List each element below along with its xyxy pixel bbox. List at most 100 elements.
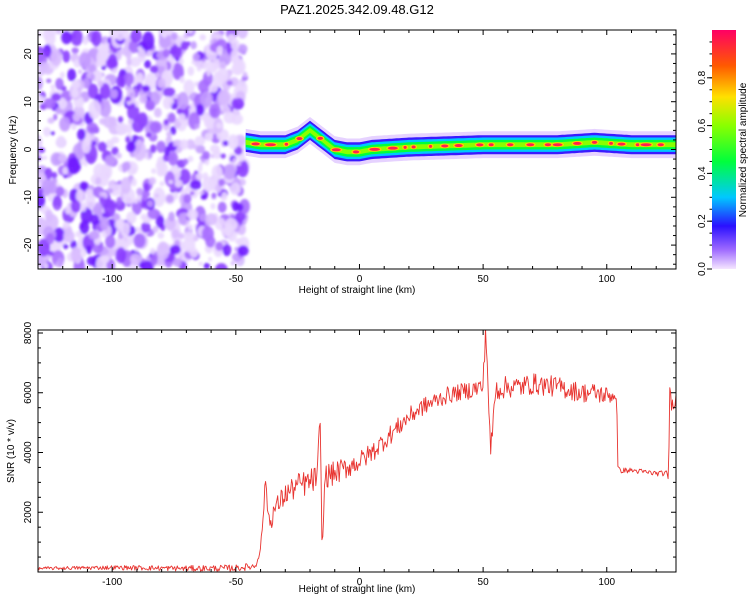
noise-blob [125,135,131,144]
ridge-hotspot [573,141,582,145]
noise-blob [194,135,206,146]
snr-ytick-label: 8000 [23,321,34,344]
ridge-hotspot [317,136,324,140]
noise-blob [176,107,182,115]
noise-blob [135,72,144,83]
noise-blob [75,189,85,203]
noise-blob [125,49,132,60]
ridge-hotspot [284,142,289,146]
spectrogram-xtick-label: -50 [229,274,244,285]
noise-blob [141,221,151,233]
noise-blob [230,49,239,62]
ridge-hotspot [476,143,484,147]
noise-blob [53,113,58,121]
noise-blob [71,80,81,89]
noise-blob [170,44,182,60]
noise-blob [126,142,136,153]
noise-blob [161,31,168,39]
noise-blob [136,187,144,196]
noise-blob [128,119,134,124]
colorbar-label: Normalized spectral amplitude [738,82,749,217]
noise-blob [137,48,147,63]
noise-blob [98,100,112,118]
noise-blob [48,181,57,194]
noise-blob [62,50,71,63]
noise-blob [149,247,156,255]
noise-blob [169,244,181,255]
snr-xtick-label: -100 [102,577,122,588]
noise-blob [201,61,208,70]
noise-blob [126,57,132,67]
ridge-hotspot [387,146,398,150]
noise-blob [163,119,169,126]
ridge-hotspot [251,142,260,146]
noise-blob [38,76,44,91]
ridge-hotspot [635,143,640,147]
noise-blob [223,164,236,180]
noise-blob [223,111,236,124]
noise-blob [237,245,249,257]
noise-blob [167,112,176,124]
noise-blob [220,196,225,201]
noise-blob [86,122,99,135]
noise-blob [90,214,100,225]
noise-blob [70,199,81,213]
spectrogram-y-label: Frequency (Hz) [8,116,19,185]
noise-blob [56,97,68,110]
noise-blob [79,223,85,229]
noise-blob [38,193,46,208]
noise-blob [166,133,172,141]
spectrogram-ytick-label: 10 [23,96,34,108]
noise-blob [162,48,171,58]
noise-blob [235,238,243,245]
noise-blob [208,83,219,93]
spectrogram-x-axis: -100 -50 0 50 100 [37,30,657,285]
colorbar-tick-label: 0.8 [697,70,708,84]
noise-blob [75,230,83,238]
noise-blob [91,140,97,146]
noise-blob [149,120,163,134]
noise-blob [86,256,96,266]
noise-blob [219,61,227,71]
noise-blob [131,199,142,215]
noise-blob [226,245,232,253]
noise-blob [54,205,60,211]
noise-blob [133,140,147,161]
spectrogram-x-label: Height of straight line (km) [299,285,416,296]
noise-blob [90,73,95,81]
noise-blob [202,151,211,160]
noise-blob [227,134,239,150]
ridge-hotspot [640,143,652,147]
noise-blob [211,58,222,70]
noise-blob [142,85,151,92]
noise-blob [212,149,222,159]
snr-line [38,330,676,572]
ridge-hotspot [526,143,535,147]
noise-blob [152,225,159,233]
noise-blob [125,96,132,102]
colorbar-tick-label: 0.0 [697,262,708,276]
noise-blob [109,183,123,197]
snr-frame [37,329,677,573]
noise-blob [145,132,152,138]
spectrogram-ytick-label: -20 [23,237,34,252]
noise-blob [85,193,96,209]
noise-blob [196,64,202,72]
noise-blob [174,67,184,80]
noise-blob [44,167,53,180]
noise-blob [105,235,116,249]
noise-blob [61,30,72,45]
noise-blob [99,82,111,100]
noise-blob [85,245,92,255]
noise-blob [201,226,214,242]
noise-blob [55,186,65,197]
noise-blob [72,112,81,122]
noise-blob [110,136,120,144]
noise-blob [227,34,237,44]
noise-blob [88,99,101,120]
snr-ytick-label: 4000 [23,441,34,464]
noise-blob [116,196,123,206]
figure-title: PAZ1.2025.342.09.48.G12 [280,2,434,17]
noise-blob [135,100,140,108]
noise-blob [174,179,183,188]
